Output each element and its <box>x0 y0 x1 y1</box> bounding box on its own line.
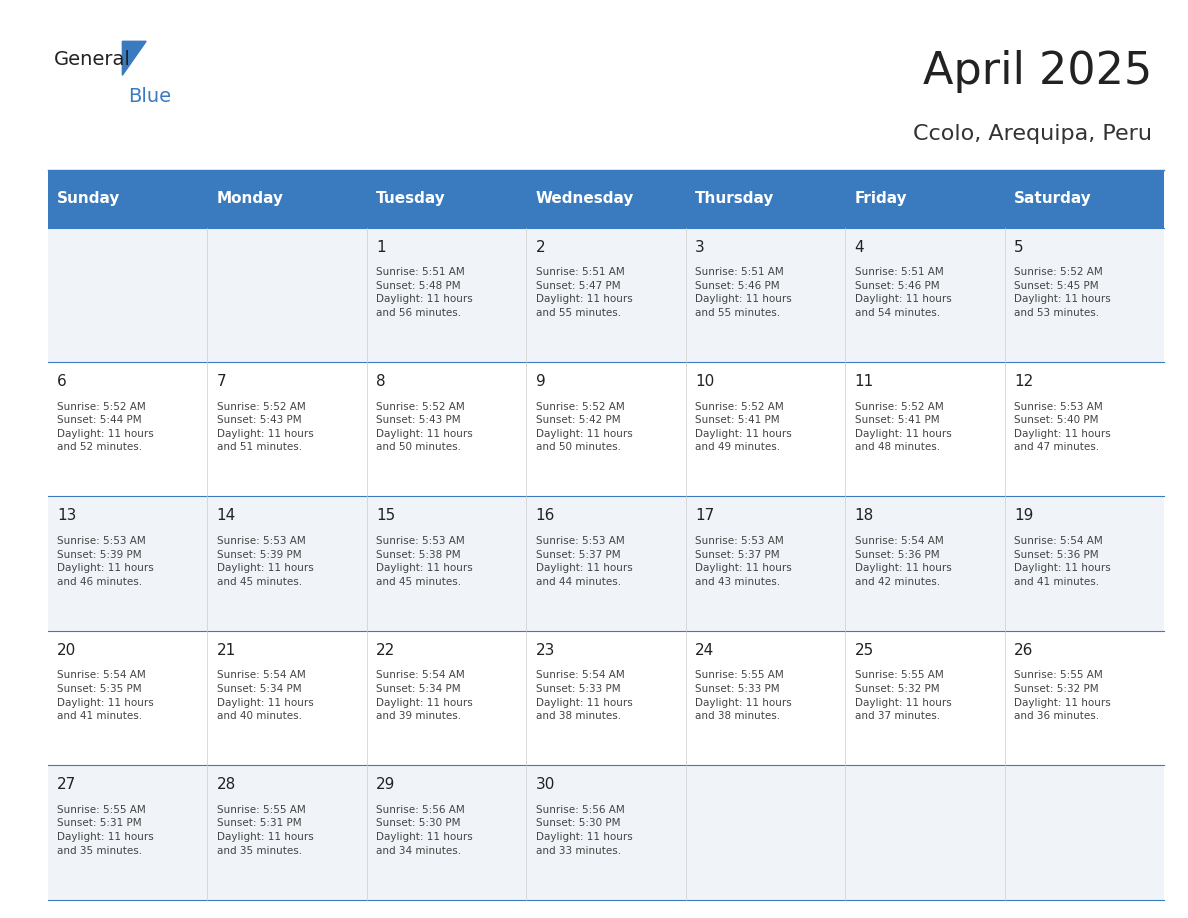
Text: April 2025: April 2025 <box>923 50 1152 94</box>
Text: 2: 2 <box>536 240 545 254</box>
FancyBboxPatch shape <box>48 631 1164 766</box>
Text: 14: 14 <box>216 509 235 523</box>
Text: Sunrise: 5:55 AM
Sunset: 5:31 PM
Daylight: 11 hours
and 35 minutes.: Sunrise: 5:55 AM Sunset: 5:31 PM Dayligh… <box>216 805 314 856</box>
Text: 27: 27 <box>57 778 76 792</box>
Text: Sunrise: 5:53 AM
Sunset: 5:39 PM
Daylight: 11 hours
and 46 minutes.: Sunrise: 5:53 AM Sunset: 5:39 PM Dayligh… <box>57 536 153 587</box>
Text: 8: 8 <box>377 374 386 389</box>
Text: 4: 4 <box>854 240 865 254</box>
Text: Sunrise: 5:52 AM
Sunset: 5:45 PM
Daylight: 11 hours
and 53 minutes.: Sunrise: 5:52 AM Sunset: 5:45 PM Dayligh… <box>1015 267 1111 318</box>
Text: Sunrise: 5:52 AM
Sunset: 5:42 PM
Daylight: 11 hours
and 50 minutes.: Sunrise: 5:52 AM Sunset: 5:42 PM Dayligh… <box>536 401 632 453</box>
Text: Sunrise: 5:55 AM
Sunset: 5:31 PM
Daylight: 11 hours
and 35 minutes.: Sunrise: 5:55 AM Sunset: 5:31 PM Dayligh… <box>57 805 153 856</box>
Text: 11: 11 <box>854 374 874 389</box>
Text: Sunrise: 5:51 AM
Sunset: 5:47 PM
Daylight: 11 hours
and 55 minutes.: Sunrise: 5:51 AM Sunset: 5:47 PM Dayligh… <box>536 267 632 318</box>
Text: 12: 12 <box>1015 374 1034 389</box>
Text: Sunrise: 5:52 AM
Sunset: 5:41 PM
Daylight: 11 hours
and 48 minutes.: Sunrise: 5:52 AM Sunset: 5:41 PM Dayligh… <box>854 401 952 453</box>
FancyBboxPatch shape <box>48 170 1164 228</box>
Text: Sunrise: 5:52 AM
Sunset: 5:43 PM
Daylight: 11 hours
and 50 minutes.: Sunrise: 5:52 AM Sunset: 5:43 PM Dayligh… <box>377 401 473 453</box>
Text: 17: 17 <box>695 509 714 523</box>
Text: Sunrise: 5:52 AM
Sunset: 5:44 PM
Daylight: 11 hours
and 52 minutes.: Sunrise: 5:52 AM Sunset: 5:44 PM Dayligh… <box>57 401 153 453</box>
Text: Sunrise: 5:55 AM
Sunset: 5:32 PM
Daylight: 11 hours
and 37 minutes.: Sunrise: 5:55 AM Sunset: 5:32 PM Dayligh… <box>854 670 952 722</box>
Text: Sunrise: 5:54 AM
Sunset: 5:36 PM
Daylight: 11 hours
and 42 minutes.: Sunrise: 5:54 AM Sunset: 5:36 PM Dayligh… <box>854 536 952 587</box>
Text: Sunrise: 5:54 AM
Sunset: 5:35 PM
Daylight: 11 hours
and 41 minutes.: Sunrise: 5:54 AM Sunset: 5:35 PM Dayligh… <box>57 670 153 722</box>
Text: Sunrise: 5:54 AM
Sunset: 5:34 PM
Daylight: 11 hours
and 40 minutes.: Sunrise: 5:54 AM Sunset: 5:34 PM Dayligh… <box>216 670 314 722</box>
Text: Sunrise: 5:52 AM
Sunset: 5:43 PM
Daylight: 11 hours
and 51 minutes.: Sunrise: 5:52 AM Sunset: 5:43 PM Dayligh… <box>216 401 314 453</box>
Text: Sunrise: 5:53 AM
Sunset: 5:37 PM
Daylight: 11 hours
and 43 minutes.: Sunrise: 5:53 AM Sunset: 5:37 PM Dayligh… <box>695 536 792 587</box>
Text: 22: 22 <box>377 643 396 658</box>
Text: 28: 28 <box>216 778 235 792</box>
Text: 9: 9 <box>536 374 545 389</box>
Text: 7: 7 <box>216 374 226 389</box>
Text: Monday: Monday <box>216 191 284 207</box>
Text: Sunday: Sunday <box>57 191 120 207</box>
Text: 24: 24 <box>695 643 714 658</box>
Text: Sunrise: 5:54 AM
Sunset: 5:34 PM
Daylight: 11 hours
and 39 minutes.: Sunrise: 5:54 AM Sunset: 5:34 PM Dayligh… <box>377 670 473 722</box>
Text: General: General <box>53 50 131 70</box>
Text: Sunrise: 5:53 AM
Sunset: 5:40 PM
Daylight: 11 hours
and 47 minutes.: Sunrise: 5:53 AM Sunset: 5:40 PM Dayligh… <box>1015 401 1111 453</box>
Text: 18: 18 <box>854 509 874 523</box>
Text: Sunrise: 5:51 AM
Sunset: 5:48 PM
Daylight: 11 hours
and 56 minutes.: Sunrise: 5:51 AM Sunset: 5:48 PM Dayligh… <box>377 267 473 318</box>
Text: Sunrise: 5:55 AM
Sunset: 5:33 PM
Daylight: 11 hours
and 38 minutes.: Sunrise: 5:55 AM Sunset: 5:33 PM Dayligh… <box>695 670 792 722</box>
Text: Wednesday: Wednesday <box>536 191 634 207</box>
Text: 20: 20 <box>57 643 76 658</box>
Text: Tuesday: Tuesday <box>377 191 446 207</box>
Text: 25: 25 <box>854 643 874 658</box>
Text: 5: 5 <box>1015 240 1024 254</box>
Text: Sunrise: 5:53 AM
Sunset: 5:39 PM
Daylight: 11 hours
and 45 minutes.: Sunrise: 5:53 AM Sunset: 5:39 PM Dayligh… <box>216 536 314 587</box>
Text: Sunrise: 5:56 AM
Sunset: 5:30 PM
Daylight: 11 hours
and 34 minutes.: Sunrise: 5:56 AM Sunset: 5:30 PM Dayligh… <box>377 805 473 856</box>
Text: Sunrise: 5:53 AM
Sunset: 5:38 PM
Daylight: 11 hours
and 45 minutes.: Sunrise: 5:53 AM Sunset: 5:38 PM Dayligh… <box>377 536 473 587</box>
Text: Sunrise: 5:52 AM
Sunset: 5:41 PM
Daylight: 11 hours
and 49 minutes.: Sunrise: 5:52 AM Sunset: 5:41 PM Dayligh… <box>695 401 792 453</box>
FancyBboxPatch shape <box>48 497 1164 631</box>
Text: Sunrise: 5:54 AM
Sunset: 5:36 PM
Daylight: 11 hours
and 41 minutes.: Sunrise: 5:54 AM Sunset: 5:36 PM Dayligh… <box>1015 536 1111 587</box>
Text: 6: 6 <box>57 374 67 389</box>
Text: Sunrise: 5:53 AM
Sunset: 5:37 PM
Daylight: 11 hours
and 44 minutes.: Sunrise: 5:53 AM Sunset: 5:37 PM Dayligh… <box>536 536 632 587</box>
Polygon shape <box>122 41 146 75</box>
Text: Thursday: Thursday <box>695 191 775 207</box>
Text: Saturday: Saturday <box>1015 191 1092 207</box>
FancyBboxPatch shape <box>48 228 1164 362</box>
Text: 15: 15 <box>377 509 396 523</box>
Text: 1: 1 <box>377 240 386 254</box>
Text: Blue: Blue <box>128 87 171 106</box>
Text: Sunrise: 5:55 AM
Sunset: 5:32 PM
Daylight: 11 hours
and 36 minutes.: Sunrise: 5:55 AM Sunset: 5:32 PM Dayligh… <box>1015 670 1111 722</box>
Text: Friday: Friday <box>854 191 908 207</box>
Text: 21: 21 <box>216 643 235 658</box>
Text: 29: 29 <box>377 778 396 792</box>
Text: 3: 3 <box>695 240 704 254</box>
FancyBboxPatch shape <box>48 766 1164 900</box>
Text: Sunrise: 5:56 AM
Sunset: 5:30 PM
Daylight: 11 hours
and 33 minutes.: Sunrise: 5:56 AM Sunset: 5:30 PM Dayligh… <box>536 805 632 856</box>
Text: 10: 10 <box>695 374 714 389</box>
Text: 26: 26 <box>1015 643 1034 658</box>
Text: 13: 13 <box>57 509 76 523</box>
Text: 16: 16 <box>536 509 555 523</box>
Text: 30: 30 <box>536 778 555 792</box>
Text: Sunrise: 5:51 AM
Sunset: 5:46 PM
Daylight: 11 hours
and 54 minutes.: Sunrise: 5:51 AM Sunset: 5:46 PM Dayligh… <box>854 267 952 318</box>
Text: Ccolo, Arequipa, Peru: Ccolo, Arequipa, Peru <box>914 124 1152 144</box>
Text: 19: 19 <box>1015 509 1034 523</box>
Text: Sunrise: 5:54 AM
Sunset: 5:33 PM
Daylight: 11 hours
and 38 minutes.: Sunrise: 5:54 AM Sunset: 5:33 PM Dayligh… <box>536 670 632 722</box>
Text: Sunrise: 5:51 AM
Sunset: 5:46 PM
Daylight: 11 hours
and 55 minutes.: Sunrise: 5:51 AM Sunset: 5:46 PM Dayligh… <box>695 267 792 318</box>
Text: 23: 23 <box>536 643 555 658</box>
FancyBboxPatch shape <box>48 362 1164 497</box>
